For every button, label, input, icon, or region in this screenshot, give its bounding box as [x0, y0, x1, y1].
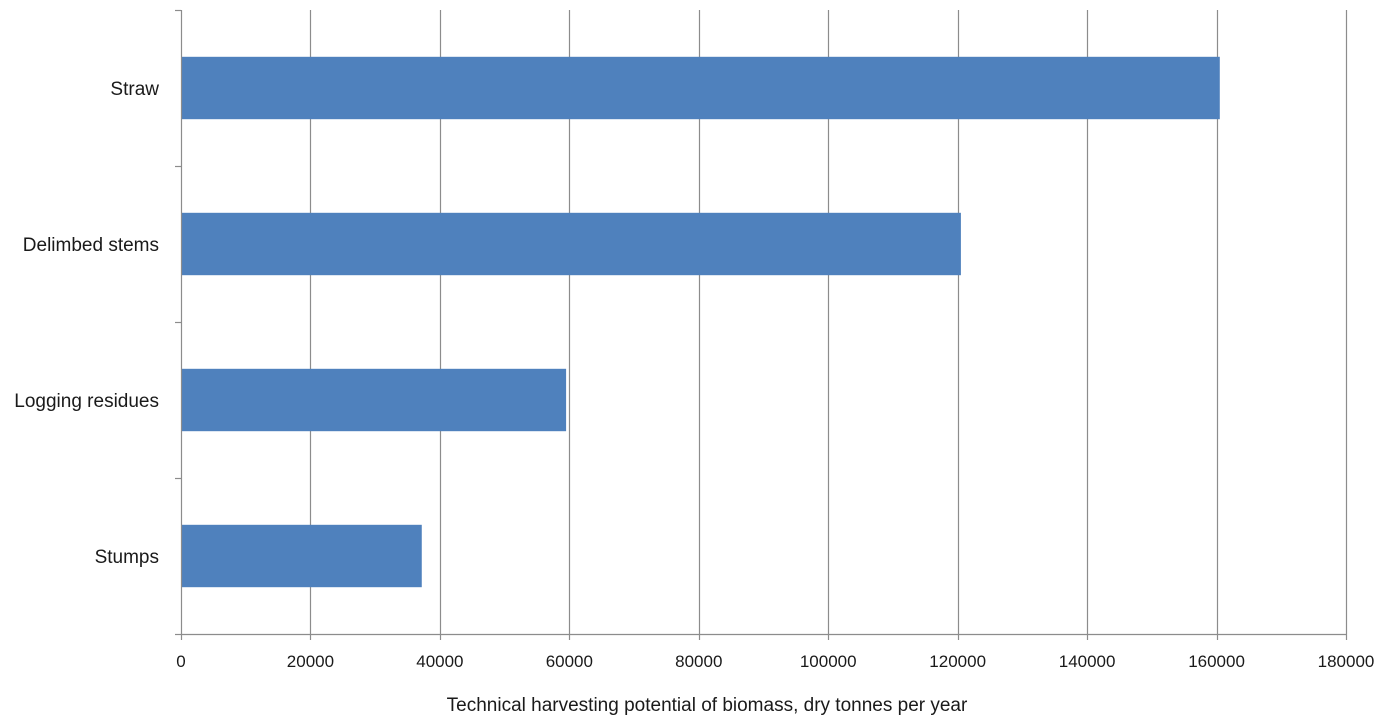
x-axis-title: Technical harvesting potential of biomas… [447, 695, 968, 716]
labels: 0 20000 40000 60000 80000 100000 120000 140000 1… [14, 79, 1374, 671]
bar-stumps [181, 524, 422, 588]
category-label: Delimbed stems [23, 235, 159, 256]
bar-delimbed-stems [181, 212, 961, 276]
x-tick-label: 100000 [800, 652, 857, 671]
axes [175, 9, 1348, 640]
bars [181, 56, 1220, 588]
x-tick-label: 60000 [546, 652, 593, 671]
x-tick-label: 160000 [1188, 652, 1245, 671]
x-tick-label: 120000 [929, 652, 986, 671]
category-label: Logging residues [14, 391, 159, 412]
bar-logging-residues [181, 368, 567, 432]
x-tick-label: 140000 [1059, 652, 1116, 671]
x-tick-label: 40000 [416, 652, 463, 671]
bar-straw [181, 56, 1220, 120]
x-tick-label: 80000 [675, 652, 722, 671]
category-label: Stumps [95, 547, 159, 568]
category-label: Straw [110, 79, 159, 100]
x-tick-label: 20000 [287, 652, 334, 671]
x-tick-label: 180000 [1318, 652, 1375, 671]
x-tick-label: 0 [176, 652, 185, 671]
